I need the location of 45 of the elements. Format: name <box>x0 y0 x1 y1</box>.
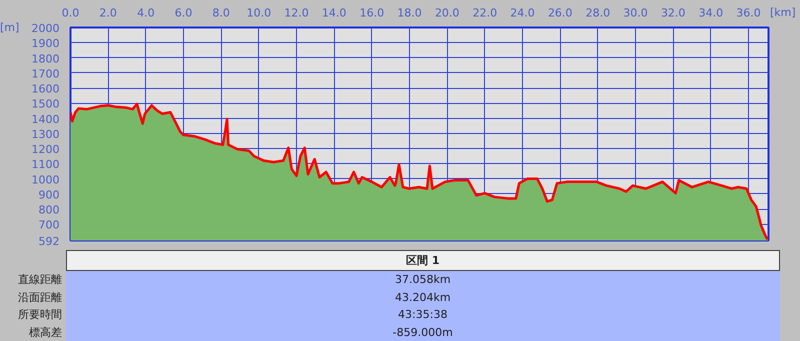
y-axis-title: [m] <box>0 20 20 36</box>
x-tick-label: 6.0 <box>174 6 192 20</box>
x-tick-label: 16.0 <box>360 6 384 20</box>
x-tick-label: 28.0 <box>586 6 610 20</box>
y-tick-label: 592 <box>38 235 60 248</box>
text: -859.000m <box>66 324 780 341</box>
x-tick-label: 22.0 <box>472 6 498 20</box>
text: 標高差 <box>28 325 63 341</box>
y-tick-label: 2000 <box>32 22 60 35</box>
x-tick-label: 34.0 <box>698 6 724 20</box>
x-tick-label: 18.0 <box>397 6 422 20</box>
y-tick-label: 1100 <box>32 158 60 172</box>
x-tick-label: 36.0 <box>736 6 761 20</box>
text: 所要時間 <box>17 307 63 324</box>
x-tick-label: 8.0 <box>212 6 230 20</box>
x-tick-label: 4.0 <box>137 6 155 20</box>
y-tick-label: 700 <box>38 218 60 232</box>
y-tick-label: 1200 <box>32 143 60 156</box>
x-tick-label: 30.0 <box>623 6 648 20</box>
text: 43:35:38 <box>66 306 780 324</box>
text: 区間 1 <box>66 250 780 270</box>
y-tick-label: 1800 <box>32 52 60 66</box>
x-tick-label: 10.0 <box>246 6 272 20</box>
x-tick-label: 2.0 <box>99 6 117 20</box>
x-tick-label: 0.0 <box>62 6 80 20</box>
x-axis-title: [km] <box>770 5 796 21</box>
x-tick-label: 14.0 <box>322 6 346 20</box>
y-tick-label: 1000 <box>32 173 60 186</box>
x-tick-label: 26.0 <box>548 6 572 20</box>
x-tick-label: 12.0 <box>284 6 309 20</box>
y-tick-label: 1400 <box>32 112 60 126</box>
y-tick-label: 800 <box>38 204 60 217</box>
text: 37.058km <box>66 270 780 289</box>
y-tick-label: 1300 <box>32 128 60 141</box>
y-tick-label: 1700 <box>32 67 60 80</box>
x-tick-label: 32.0 <box>660 6 686 20</box>
y-tick-label: 1600 <box>32 82 60 96</box>
y-tick-label: 1500 <box>32 98 60 111</box>
text: 43.204km <box>66 288 780 306</box>
x-tick-label: 20.0 <box>434 6 460 20</box>
x-tick-label: 24.0 <box>510 6 535 20</box>
y-tick-label: 900 <box>38 188 60 202</box>
text: 直線距離 <box>17 272 63 288</box>
y-tick-label: 1900 <box>32 37 60 50</box>
text: 沿面距離 <box>17 290 63 306</box>
